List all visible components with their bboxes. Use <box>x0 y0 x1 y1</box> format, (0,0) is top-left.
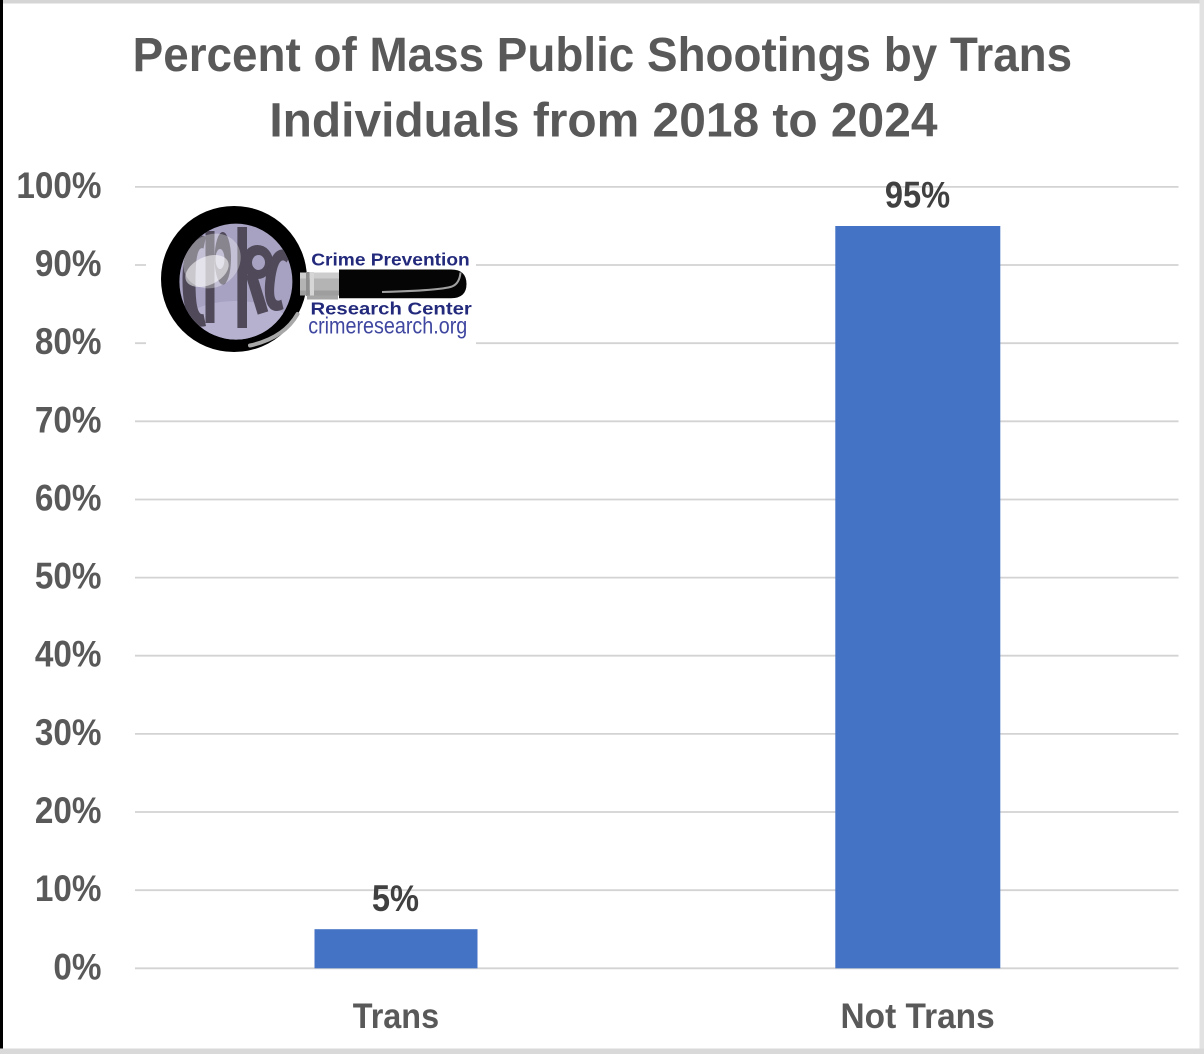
svg-text:Research Center: Research Center <box>311 300 473 320</box>
svg-text:100%: 100% <box>16 165 101 206</box>
svg-text:Crime Prevention: Crime Prevention <box>311 249 470 269</box>
svg-text:60%: 60% <box>35 478 102 519</box>
svg-text:10%: 10% <box>35 869 102 910</box>
svg-text:50%: 50% <box>35 556 102 597</box>
svg-text:40%: 40% <box>35 634 102 675</box>
svg-text:20%: 20% <box>35 790 102 831</box>
svg-text:30%: 30% <box>35 712 102 753</box>
svg-text:95%: 95% <box>885 174 950 216</box>
svg-text:0%: 0% <box>53 947 101 988</box>
svg-text:Percent of Mass Public Shootin: Percent of Mass Public Shootings by Tran… <box>133 27 1073 81</box>
svg-text:5%: 5% <box>372 878 419 920</box>
svg-text:Trans: Trans <box>353 997 439 1036</box>
svg-text:Individuals from 2018 to 2024: Individuals from 2018 to 2024 <box>269 93 937 147</box>
svg-text:Not Trans: Not Trans <box>841 997 995 1036</box>
svg-text:80%: 80% <box>35 322 102 363</box>
svg-text:crimeresearch.org: crimeresearch.org <box>308 313 467 339</box>
svg-text:90%: 90% <box>35 243 102 284</box>
svg-text:70%: 70% <box>35 400 102 441</box>
